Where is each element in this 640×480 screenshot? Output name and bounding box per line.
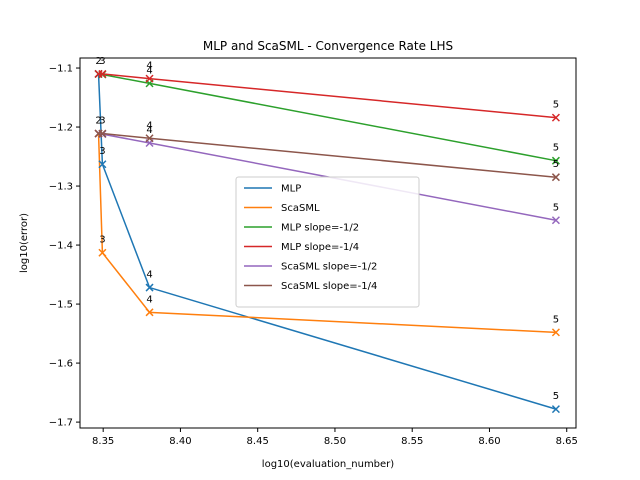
- point-annotation: 4: [146, 270, 152, 281]
- legend-label-scasml-slope-1-2: ScaSML slope=-1/2: [281, 262, 377, 273]
- point-annotation: 5: [553, 391, 559, 402]
- data-point-scasml-slope-1-4: [145, 134, 154, 143]
- y-axis-ticks: −1.1 −1.2 −1.3 −1.4 −1.5 −1.6 −1.7: [49, 64, 80, 429]
- x-tick-label: 8.35: [92, 436, 114, 447]
- plot-frame: [79, 57, 577, 429]
- data-point-scasml: [145, 308, 154, 317]
- series-line-scasml-slope-1-4: [98, 132, 556, 178]
- point-annotation: 4: [146, 125, 152, 136]
- point-annotation: 5: [553, 143, 559, 154]
- data-point-mlp-slope-1-4: [551, 113, 560, 122]
- data-point-scasml-slope-1-4: [98, 129, 107, 138]
- point-annotation: 3: [99, 56, 105, 67]
- data-point-mlp-slope-1-4: [98, 69, 107, 78]
- data-point-mlp-slope-1-4: [145, 74, 154, 83]
- x-tick-label: 8.55: [401, 436, 423, 447]
- legend: MLP ScaSML MLP slope=-1/2 MLP slope=-1/4 Sca…: [235, 176, 420, 308]
- x-axis-ticks: 8.35 8.40 8.45 8.50 8.55 8.60 8.65: [92, 428, 578, 447]
- y-tick-label: −1.5: [49, 300, 73, 311]
- y-tick-label: −1.2: [49, 123, 73, 134]
- point-annotation: 5: [553, 314, 559, 325]
- point-annotation: 5: [553, 202, 559, 213]
- x-tick-label: 8.40: [169, 436, 191, 447]
- point-annotation: 3: [99, 146, 105, 157]
- series-line-mlp-slope-1-4: [98, 73, 556, 119]
- x-tick-label: 8.60: [478, 436, 500, 447]
- legend-label-scasml: ScaSML: [281, 203, 320, 214]
- x-tick-label: 8.45: [247, 436, 269, 447]
- data-point-scasml: [98, 248, 107, 257]
- plot-lines: [97, 73, 557, 410]
- data-point-mlp: [145, 283, 154, 292]
- legend-label-mlp: MLP: [281, 184, 301, 195]
- series-line-scasml: [97, 133, 556, 334]
- point-annotation: 2: [95, 116, 101, 127]
- legend-label-scasml-slope-1-4: ScaSML slope=-1/4: [281, 281, 377, 292]
- legend-label-mlp-slope-1-4: MLP slope=-1/4: [281, 242, 359, 253]
- data-point-mlp: [98, 160, 107, 169]
- data-point-scasml: [551, 328, 560, 337]
- y-tick-label: −1.4: [49, 241, 73, 252]
- legend-box: [235, 176, 420, 308]
- point-annotation: 3: [99, 116, 105, 127]
- point-annotation: 4: [146, 294, 152, 305]
- point-annotation: 4: [146, 65, 152, 76]
- data-point-scasml-slope-1-4: [551, 173, 560, 182]
- y-tick-label: −1.3: [49, 182, 73, 193]
- x-tick-label: 8.50: [324, 436, 346, 447]
- point-annotation: 4: [146, 61, 152, 72]
- point-annotation: 3: [99, 235, 105, 246]
- point-annotation: 5: [553, 100, 559, 111]
- series-line-mlp: [97, 73, 557, 410]
- y-tick-label: −1.1: [49, 64, 73, 75]
- data-point-scasml-slope-1-2: [551, 216, 560, 225]
- data-point-mlp-slope-1-2: [551, 156, 560, 165]
- y-axis-label: log10(error): [19, 213, 30, 273]
- plot-markers: [94, 69, 560, 414]
- x-tick-label: 8.65: [556, 436, 578, 447]
- data-point-mlp: [551, 405, 560, 414]
- y-tick-label: −1.6: [49, 359, 73, 370]
- x-axis-label: log10(evaluation_number): [262, 459, 394, 470]
- y-tick-label: −1.7: [49, 418, 73, 429]
- point-annotation: 2: [95, 56, 101, 67]
- point-annotation: 5: [553, 159, 559, 170]
- chart-title: MLP and ScaSML - Convergence Rate LHS: [203, 39, 453, 53]
- legend-label-mlp-slope-1-2: MLP slope=-1/2: [281, 223, 359, 234]
- point-annotation: 4: [146, 120, 152, 131]
